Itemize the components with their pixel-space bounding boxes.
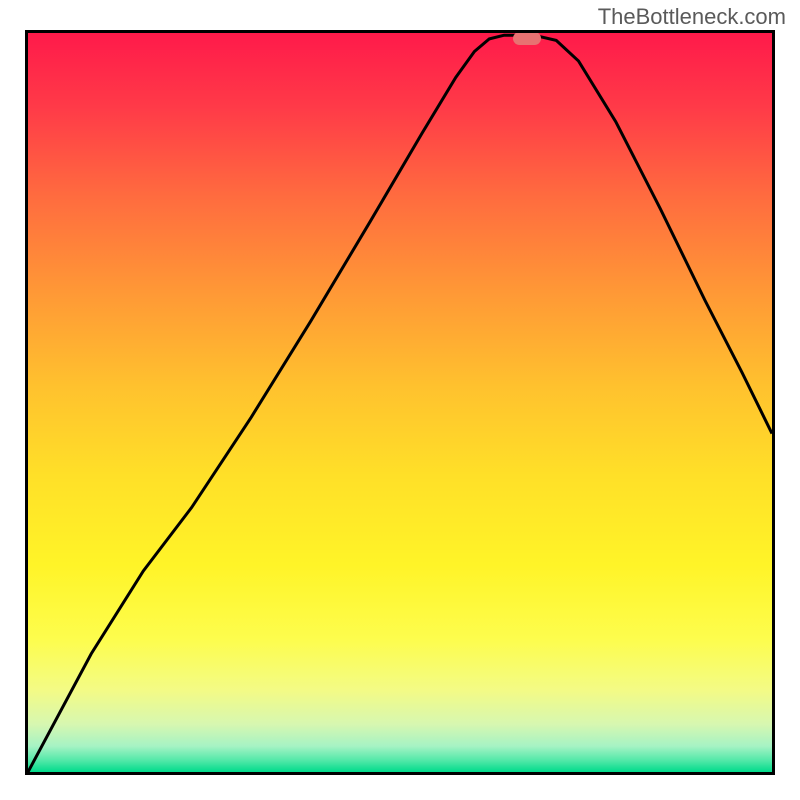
marker-dot (513, 32, 542, 45)
watermark-text: TheBottleneck.com (598, 4, 786, 30)
plot-area (25, 30, 775, 775)
curve-line (28, 33, 772, 772)
